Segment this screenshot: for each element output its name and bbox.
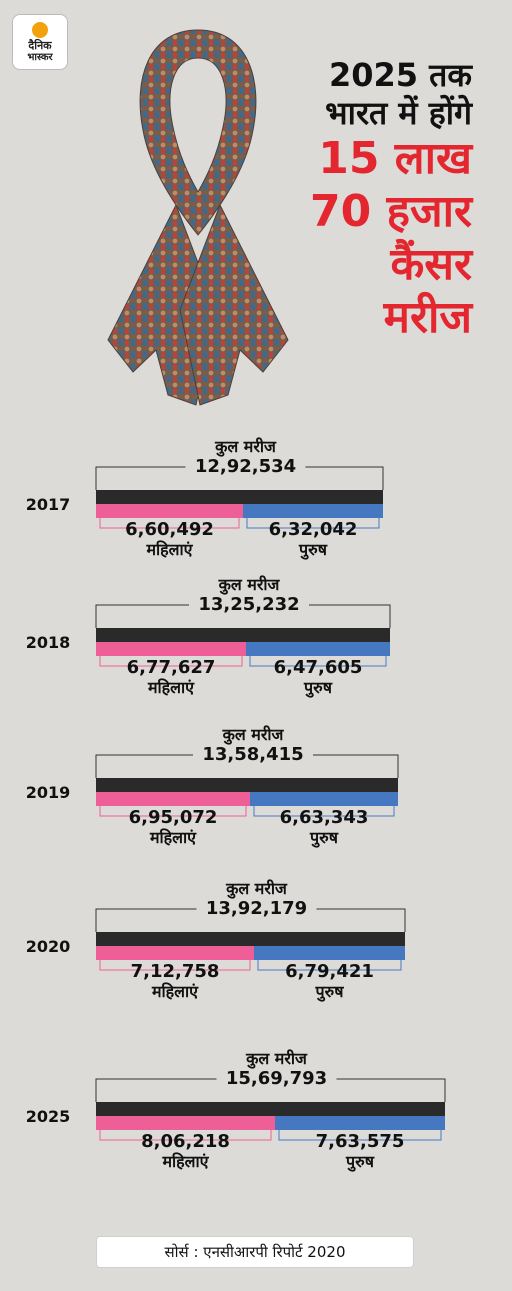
women-bracket [99, 656, 243, 667]
year-label: 2020 [26, 937, 71, 956]
men-bracket [253, 806, 395, 817]
men-bracket [246, 518, 380, 529]
women-value: 6,77,627 [127, 657, 216, 678]
awareness-ribbon-illustration [107, 29, 289, 406]
total-value: 15,69,793 [226, 1068, 327, 1089]
women-bracket [99, 518, 240, 529]
men-bar [250, 792, 398, 806]
brand-line1: दैनिक [28, 38, 52, 52]
women-label: महिलाएं [151, 982, 199, 1001]
total-value: 13,58,415 [202, 744, 303, 765]
year-label: 2019 [26, 783, 71, 802]
women-label: महिलाएं [149, 828, 197, 847]
men-label: पुरुष [303, 678, 333, 698]
source-note: सोर्स : एनसीआरपी रिपोर्ट 2020 [96, 1236, 414, 1268]
women-bar [96, 1116, 275, 1130]
men-bracket [278, 1130, 442, 1141]
men-label: पुरुष [309, 828, 339, 848]
headline-line2: भारत में होंगे [325, 94, 472, 132]
total-bar [96, 778, 398, 792]
total-bar [96, 932, 405, 946]
headline-line6: मरीज [383, 292, 472, 343]
total-value: 12,92,534 [195, 456, 296, 477]
men-value: 6,79,421 [285, 961, 374, 982]
year-label: 2017 [26, 495, 71, 514]
women-bracket [99, 960, 251, 971]
men-bar [254, 946, 405, 960]
men-value: 7,63,575 [316, 1131, 405, 1152]
men-bracket [249, 656, 387, 667]
men-bar [275, 1116, 445, 1130]
men-label: पुरुष [315, 982, 345, 1002]
total-value: 13,92,179 [206, 898, 307, 919]
women-value: 6,95,072 [129, 807, 218, 828]
total-label: कुल मरीज [225, 879, 288, 899]
total-label: कुल मरीज [214, 437, 277, 457]
women-value: 8,06,218 [141, 1131, 230, 1152]
men-value: 6,63,343 [280, 807, 369, 828]
total-bracket [95, 754, 399, 778]
women-value: 6,60,492 [125, 519, 214, 540]
women-bar [96, 946, 254, 960]
headline-line4: 70 हजार [310, 186, 472, 237]
men-value: 6,32,042 [269, 519, 358, 540]
total-label: कुल मरीज [245, 1049, 308, 1069]
men-label: पुरुष [345, 1152, 375, 1172]
year-label: 2018 [26, 633, 71, 652]
brand-line2: भास्कर [27, 51, 53, 63]
total-bracket [95, 604, 391, 628]
women-label: महिलाएं [161, 1152, 209, 1171]
women-bracket [99, 1130, 272, 1141]
women-bar [96, 642, 246, 656]
year-label: 2025 [26, 1107, 71, 1126]
headline-line1: 2025 तक [328, 56, 472, 94]
total-bracket [95, 466, 384, 490]
total-bar [96, 628, 390, 642]
brand-logo: दैनिक भास्कर [12, 14, 68, 70]
total-value: 13,25,232 [198, 594, 299, 615]
total-label: कुल मरीज [222, 725, 285, 745]
men-bar [243, 504, 383, 518]
headline-line5: कैंसर [390, 239, 472, 290]
men-bar [246, 642, 390, 656]
total-bracket [95, 1078, 446, 1102]
women-bar [96, 504, 243, 518]
women-bar [96, 792, 250, 806]
men-label: पुरुष [298, 540, 328, 560]
women-value: 7,12,758 [131, 961, 220, 982]
headline-line3: 15 लाख [318, 133, 472, 184]
women-bracket [99, 806, 247, 817]
total-bar [96, 1102, 445, 1116]
sun-icon [32, 21, 48, 38]
women-label: महिलाएं [145, 540, 193, 559]
men-bracket [257, 960, 402, 971]
headline: 2025 तक भारत में होंगे 15 लाख 70 हजार कै… [232, 56, 472, 344]
men-value: 6,47,605 [274, 657, 363, 678]
total-label: कुल मरीज [218, 575, 281, 595]
total-bar [96, 490, 383, 504]
total-bracket [95, 908, 406, 932]
women-label: महिलाएं [147, 678, 195, 697]
